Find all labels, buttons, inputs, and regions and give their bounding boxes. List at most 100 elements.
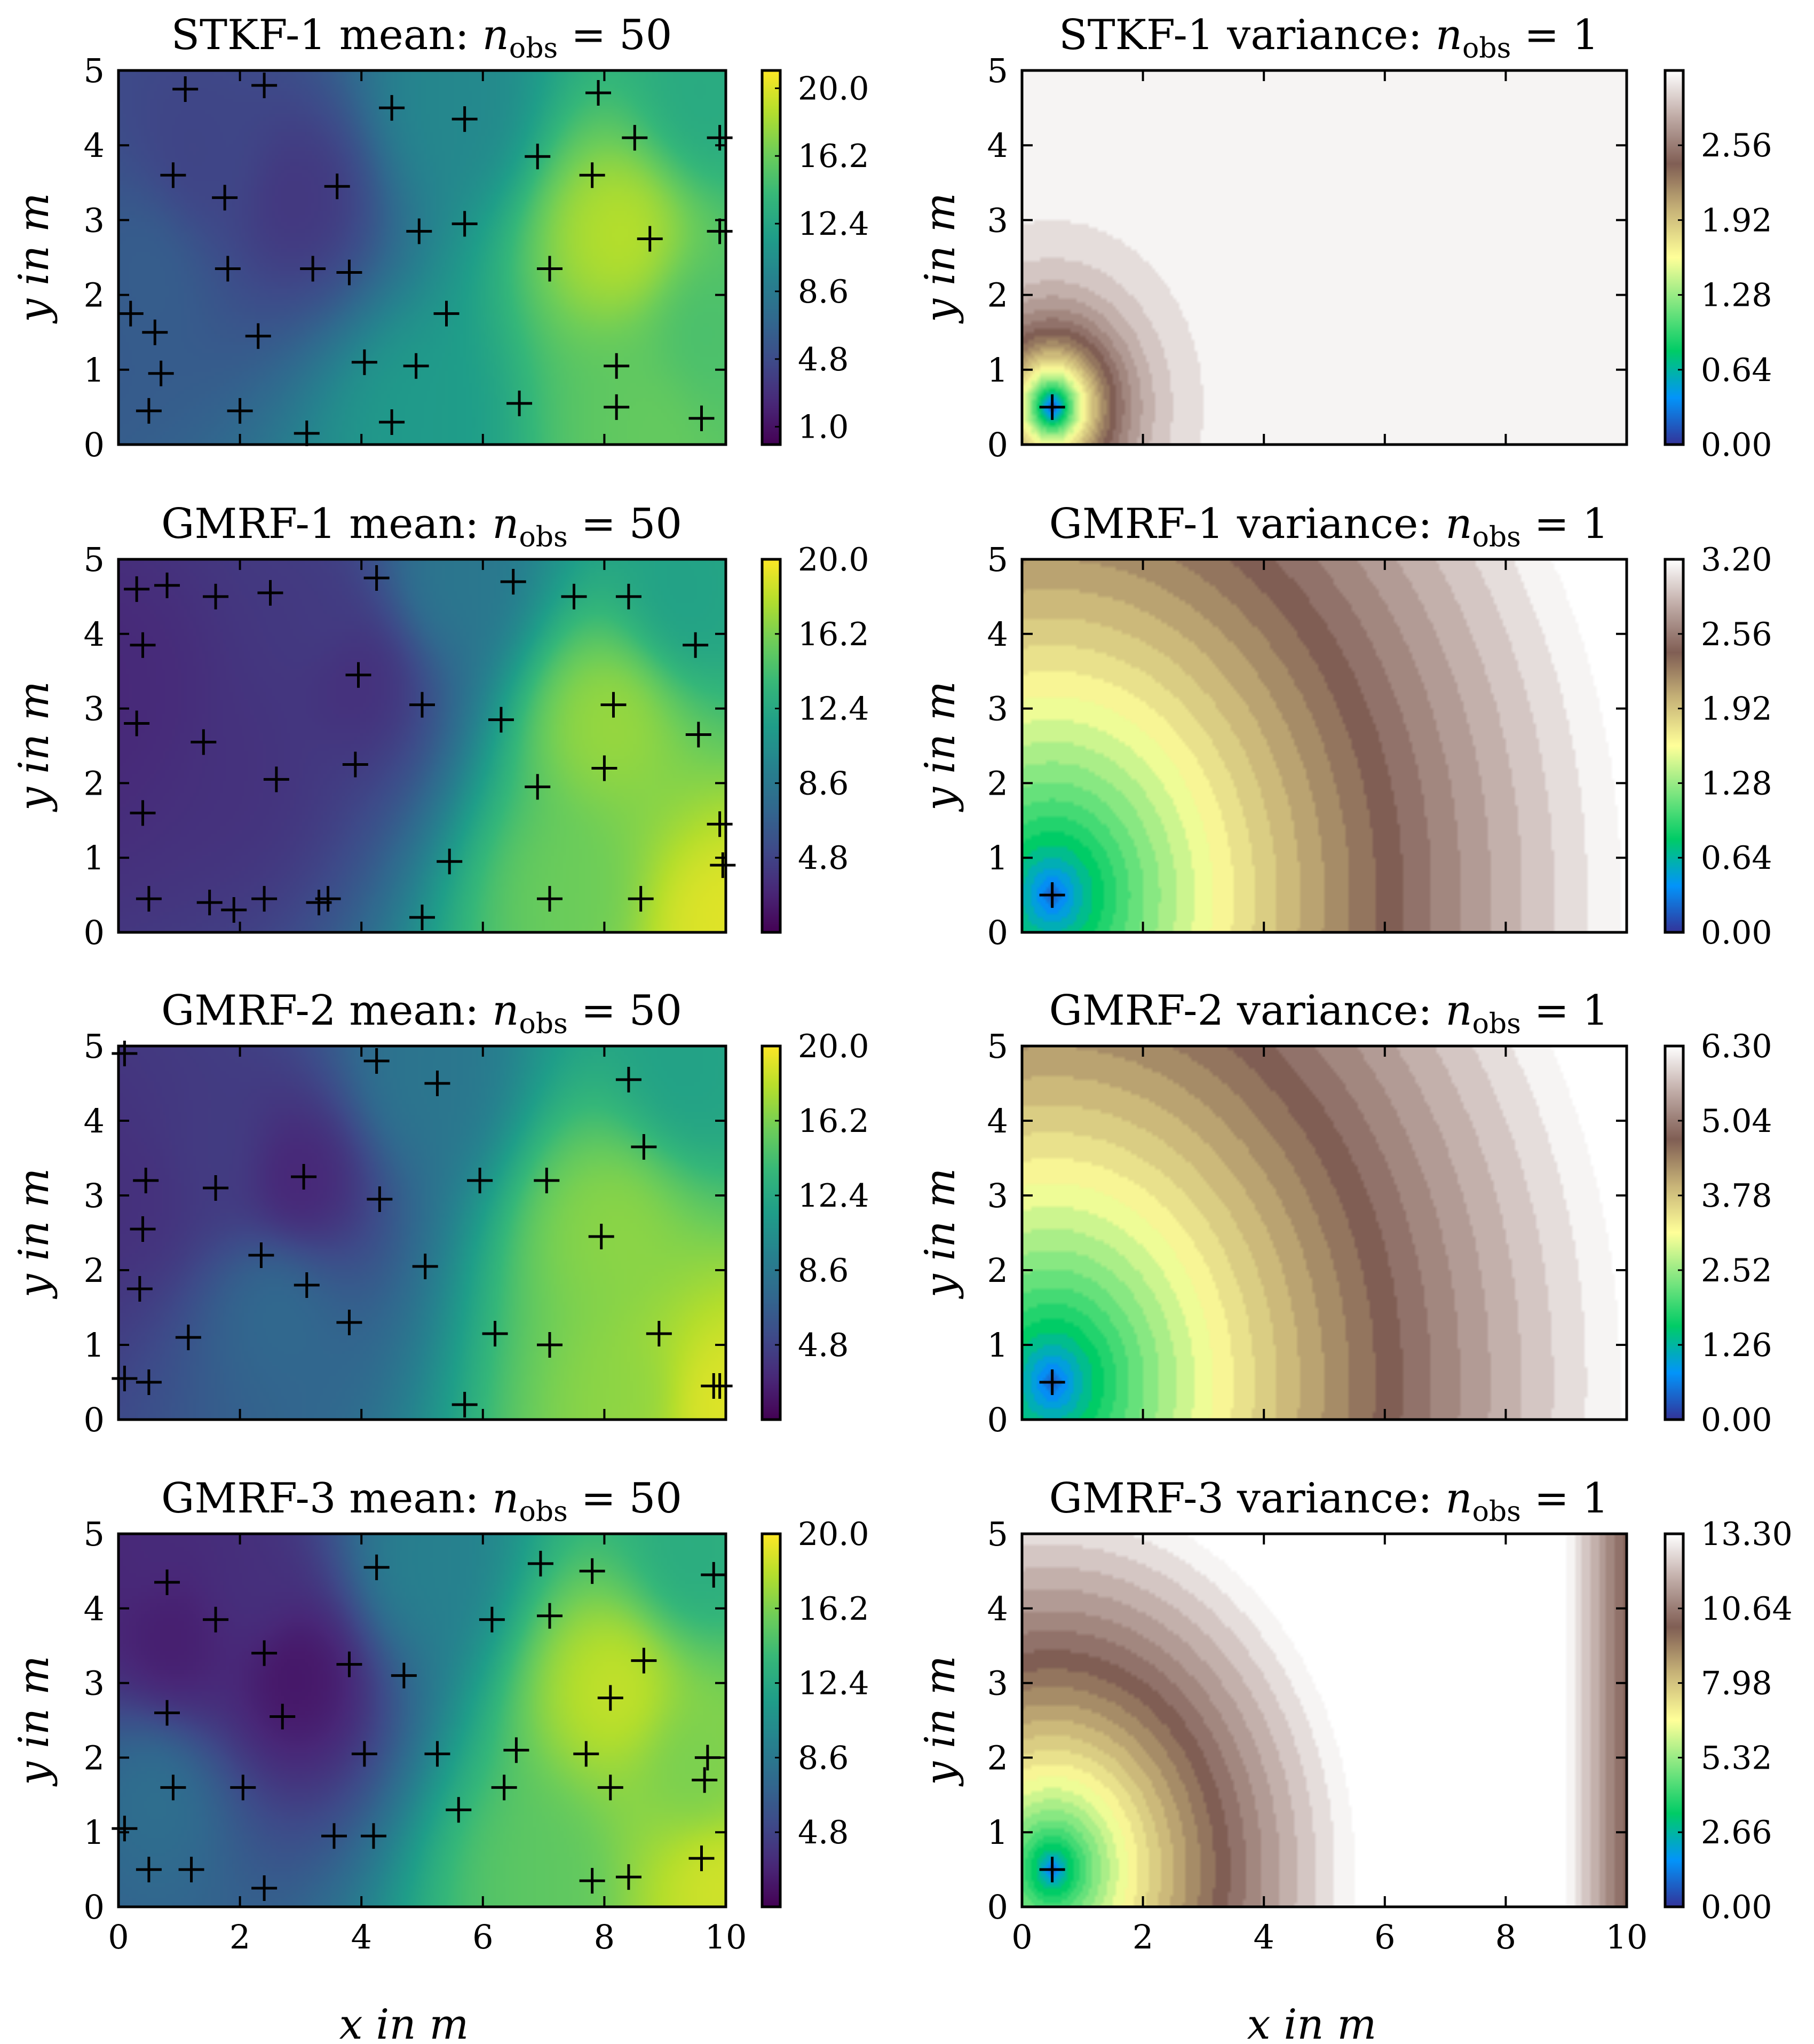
- colorbar: [761, 558, 782, 934]
- y-tick-label: 0: [84, 913, 105, 952]
- y-tick-label: 1: [84, 1813, 105, 1852]
- y-axis-label: y in m: [10, 1655, 58, 1787]
- plot-frame: [117, 558, 727, 934]
- observation-marker: [270, 1704, 296, 1730]
- y-tick-label: 1: [987, 1326, 1008, 1365]
- panel-title: STKF-1 mean: nobs = 50: [171, 11, 672, 65]
- y-tick-label: 3: [84, 201, 105, 240]
- observation-marker: [506, 390, 533, 416]
- observation-marker: [646, 1321, 672, 1346]
- colorbar-tick-label: 16.2: [798, 138, 869, 175]
- y-tick-label: 5: [987, 51, 1008, 90]
- colorbar: [1664, 1532, 1685, 1908]
- observation-marker: [136, 1857, 162, 1883]
- x-tick-label: 2: [1132, 1918, 1153, 1956]
- observation-marker: [406, 218, 432, 244]
- heatmap-field: [118, 559, 726, 932]
- observation-marker: [1039, 882, 1065, 908]
- y-tick-label: 3: [987, 1664, 1008, 1703]
- y-tick-label: 1: [84, 1326, 105, 1365]
- observation-marker: [683, 632, 709, 658]
- observation-marker: [160, 1774, 186, 1801]
- observation-marker: [379, 95, 405, 121]
- observation-marker: [622, 125, 648, 151]
- y-tick-label: 0: [84, 1400, 105, 1439]
- colorbar-tick-label: 5.32: [1701, 1739, 1772, 1777]
- x-tick-label: 6: [472, 1918, 493, 1956]
- colorbar-tick-label: 0.64: [1701, 839, 1772, 877]
- observation-marker: [500, 568, 526, 595]
- colorbar: [761, 69, 782, 446]
- observation-marker: [488, 707, 514, 733]
- observation-marker: [363, 1048, 390, 1074]
- y-tick-label: 3: [84, 1664, 105, 1703]
- observation-marker: [300, 256, 326, 282]
- observation-marker: [130, 632, 156, 658]
- observation-marker: [154, 572, 180, 598]
- y-tick-label: 0: [84, 425, 105, 464]
- observation-marker: [467, 1168, 493, 1193]
- observation-marker: [631, 1647, 657, 1674]
- colorbar-tick-label: 20.0: [798, 541, 869, 579]
- panel-0: 0 1 2 3 4 5 y in m STKF-1 mean: nobs = 50 1.0 4.8…: [10, 11, 869, 464]
- x-axis-label-right: x in m: [1247, 2001, 1377, 2044]
- panel-5: 0 1 2 3 4 5 y in m GMRF-2 variance: nobs = 1 0.0…: [916, 987, 1772, 1439]
- colorbar-tick-label: 8.6: [798, 765, 849, 802]
- colorbar-tick-label: 8.6: [798, 273, 849, 311]
- observation-marker: [491, 1774, 517, 1801]
- colorbar-tick-label: 1.0: [798, 409, 849, 446]
- observation-marker: [351, 349, 377, 375]
- observation-marker: [615, 583, 641, 609]
- observation-marker: [251, 886, 278, 912]
- colorbar-tick-label: 4.8: [798, 1327, 849, 1364]
- y-tick-label: 5: [84, 1515, 105, 1554]
- observation-marker: [221, 897, 247, 923]
- y-tick-label: 4: [84, 615, 105, 654]
- x-tick-label: 6: [1374, 1918, 1395, 1956]
- y-tick-label: 1: [987, 838, 1008, 877]
- observation-marker: [230, 1774, 256, 1801]
- y-tick-label: 1: [84, 838, 105, 877]
- observation-marker: [1039, 1369, 1065, 1395]
- y-tick-label: 2: [84, 764, 105, 803]
- panel-3: 0 1 2 3 4 5 y in m GMRF-1 variance: nobs = 1 0.0…: [916, 500, 1772, 952]
- observation-marker: [124, 710, 150, 736]
- y-tick-label: 4: [84, 1589, 105, 1628]
- observation-marker: [251, 73, 278, 99]
- observation-marker: [294, 420, 320, 446]
- observation-marker: [412, 1254, 438, 1279]
- x-tick-label: 8: [1495, 1918, 1516, 1956]
- observation-marker: [342, 751, 368, 778]
- observation-marker: [294, 1272, 320, 1298]
- colorbar-tick-label: 1.26: [1701, 1327, 1772, 1364]
- y-tick-label: 5: [987, 540, 1008, 579]
- observation-marker: [597, 1685, 623, 1711]
- colorbar: [761, 1532, 782, 1908]
- panel-title: GMRF-2 variance: nobs = 1: [1049, 987, 1609, 1040]
- y-tick-label: 2: [84, 1251, 105, 1290]
- y-tick-label: 3: [987, 690, 1008, 728]
- observation-marker: [604, 353, 630, 379]
- colorbar-tick-label: 2.52: [1701, 1252, 1772, 1289]
- observation-marker: [160, 162, 186, 188]
- observation-marker: [688, 405, 715, 431]
- y-tick-label: 2: [84, 276, 105, 315]
- panel-2: 0 1 2 3 4 5 y in m GMRF-1 mean: nobs = 50 4.8 8.6…: [10, 500, 869, 952]
- panel-4: 0 1 2 3 4 5 y in m GMRF-2 mean: nobs = 50 4.8 8.6…: [10, 987, 869, 1439]
- observation-marker: [148, 360, 174, 386]
- observation-marker: [692, 1767, 718, 1793]
- observation-marker: [424, 1071, 450, 1096]
- y-tick-label: 2: [987, 1251, 1008, 1290]
- observation-marker: [136, 886, 162, 912]
- observation-marker: [600, 692, 627, 718]
- observation-marker: [615, 1864, 641, 1890]
- y-axis-label: y in m: [10, 193, 58, 324]
- observation-marker: [154, 1700, 180, 1726]
- x-tick-label: 10: [705, 1918, 747, 1956]
- plot-frame: [117, 69, 727, 446]
- observation-marker: [112, 1816, 138, 1842]
- observation-marker: [315, 886, 341, 912]
- observation-marker: [409, 692, 435, 718]
- observation-marker: [336, 1310, 362, 1335]
